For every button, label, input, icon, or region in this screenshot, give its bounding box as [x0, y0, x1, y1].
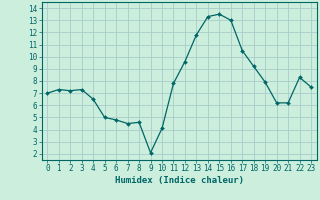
X-axis label: Humidex (Indice chaleur): Humidex (Indice chaleur) [115, 176, 244, 185]
